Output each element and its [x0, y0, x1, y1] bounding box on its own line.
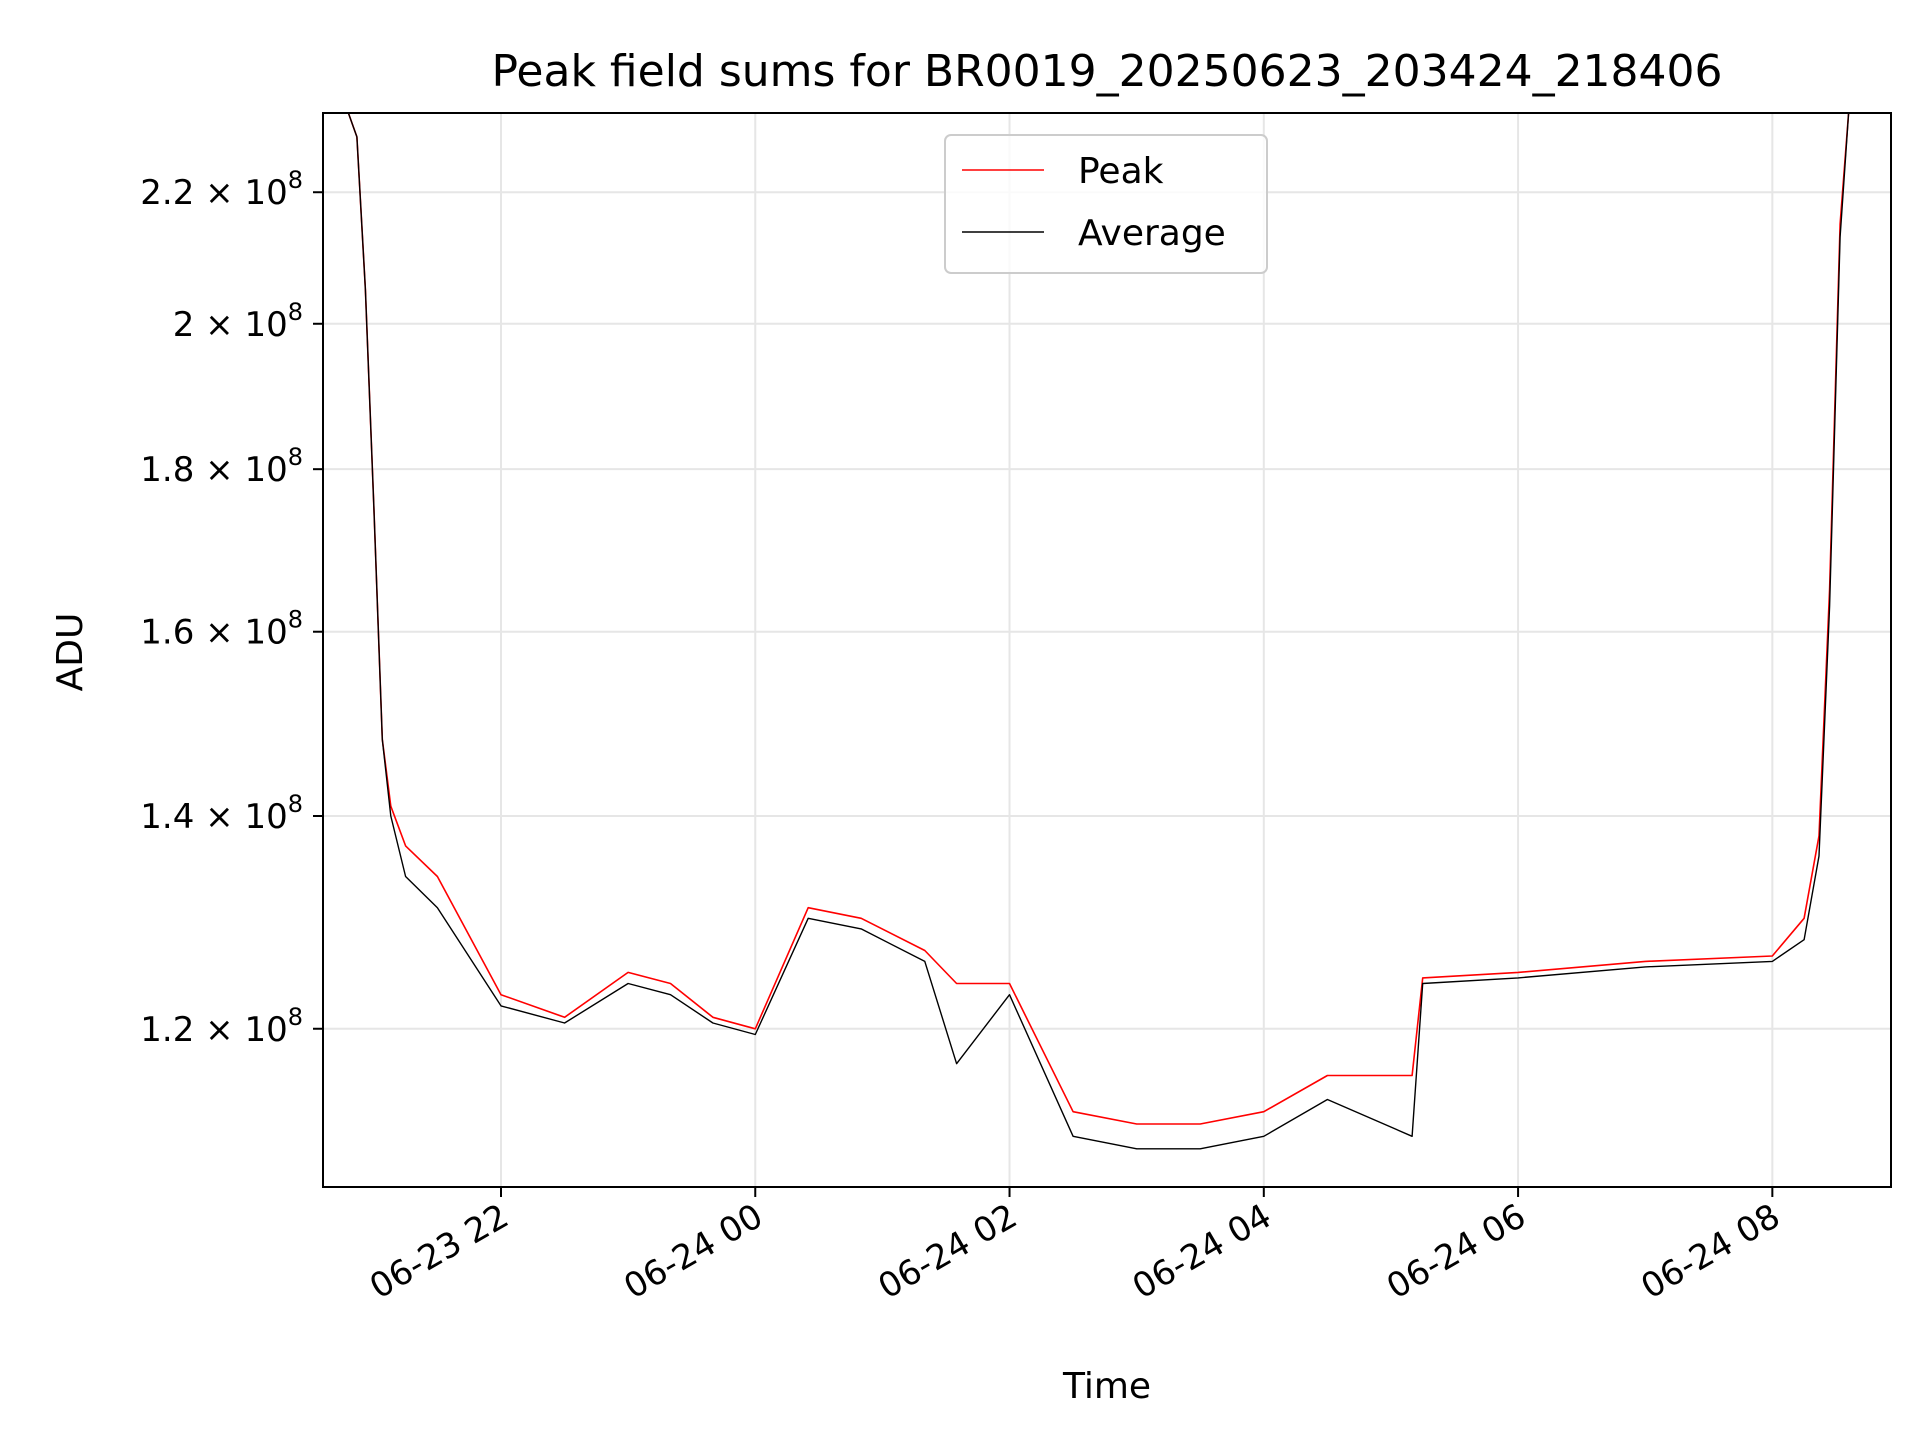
y-tick-exponent: 8 [288, 606, 303, 634]
y-tick-times: × 10 [194, 305, 287, 345]
y-tick-exponent: 8 [288, 298, 303, 326]
series-lines [323, 113, 1850, 1150]
y-tick-times: × 10 [194, 173, 287, 213]
y-tick-label: 1.8 × 108 [140, 443, 303, 490]
legend: Peak Average [944, 134, 1268, 274]
y-tick-times: × 10 [194, 450, 287, 490]
y-tick-mantissa: 2.2 [140, 173, 194, 213]
y-tick-label: 1.2 × 108 [140, 1003, 303, 1050]
x-axis-label: Time [1062, 1366, 1151, 1407]
y-tick-mantissa: 1.8 [140, 450, 194, 490]
y-tick-exponent: 8 [288, 166, 303, 194]
grid-lines [323, 113, 1891, 1187]
y-tick-mantissa: 1.6 [140, 613, 194, 653]
y-tick-times: × 10 [194, 1010, 287, 1050]
y-tick-mantissa: 1.2 [140, 1010, 194, 1050]
y-tick-times: × 10 [194, 613, 287, 653]
y-tick-label: 1.6 × 108 [140, 606, 303, 653]
series-line-average [323, 113, 1850, 1150]
legend-label-average: Average [1078, 213, 1226, 254]
plot-frame [322, 112, 1892, 1188]
y-tick-mantissa: 2 [173, 305, 195, 345]
chart-title: Peak field sums for BR0019_20250623_2034… [491, 46, 1722, 97]
y-tick-label: 2.2 × 108 [140, 166, 303, 213]
series-line-peak [323, 113, 1850, 1125]
y-tick-label: 1.4 × 108 [140, 790, 303, 837]
y-tick-exponent: 8 [288, 1003, 303, 1031]
y-tick-label: 2 × 108 [173, 298, 303, 345]
y-tick-exponent: 8 [288, 790, 303, 818]
y-axis-label: ADU [50, 613, 91, 692]
y-tick-exponent: 8 [288, 443, 303, 471]
legend-label-peak: Peak [1078, 151, 1164, 192]
y-tick-times: × 10 [194, 797, 287, 837]
y-tick-mantissa: 1.4 [140, 797, 194, 837]
